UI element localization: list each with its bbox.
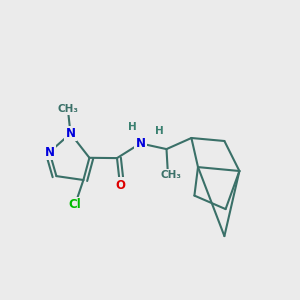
Text: N: N [44,146,55,159]
Text: N: N [135,137,146,150]
Text: H: H [128,122,136,132]
Text: CH₃: CH₃ [160,170,182,181]
Text: O: O [115,178,125,192]
Text: Cl: Cl [69,198,81,212]
Text: CH₃: CH₃ [57,103,78,114]
Text: N: N [65,127,76,140]
Text: H: H [154,126,164,136]
